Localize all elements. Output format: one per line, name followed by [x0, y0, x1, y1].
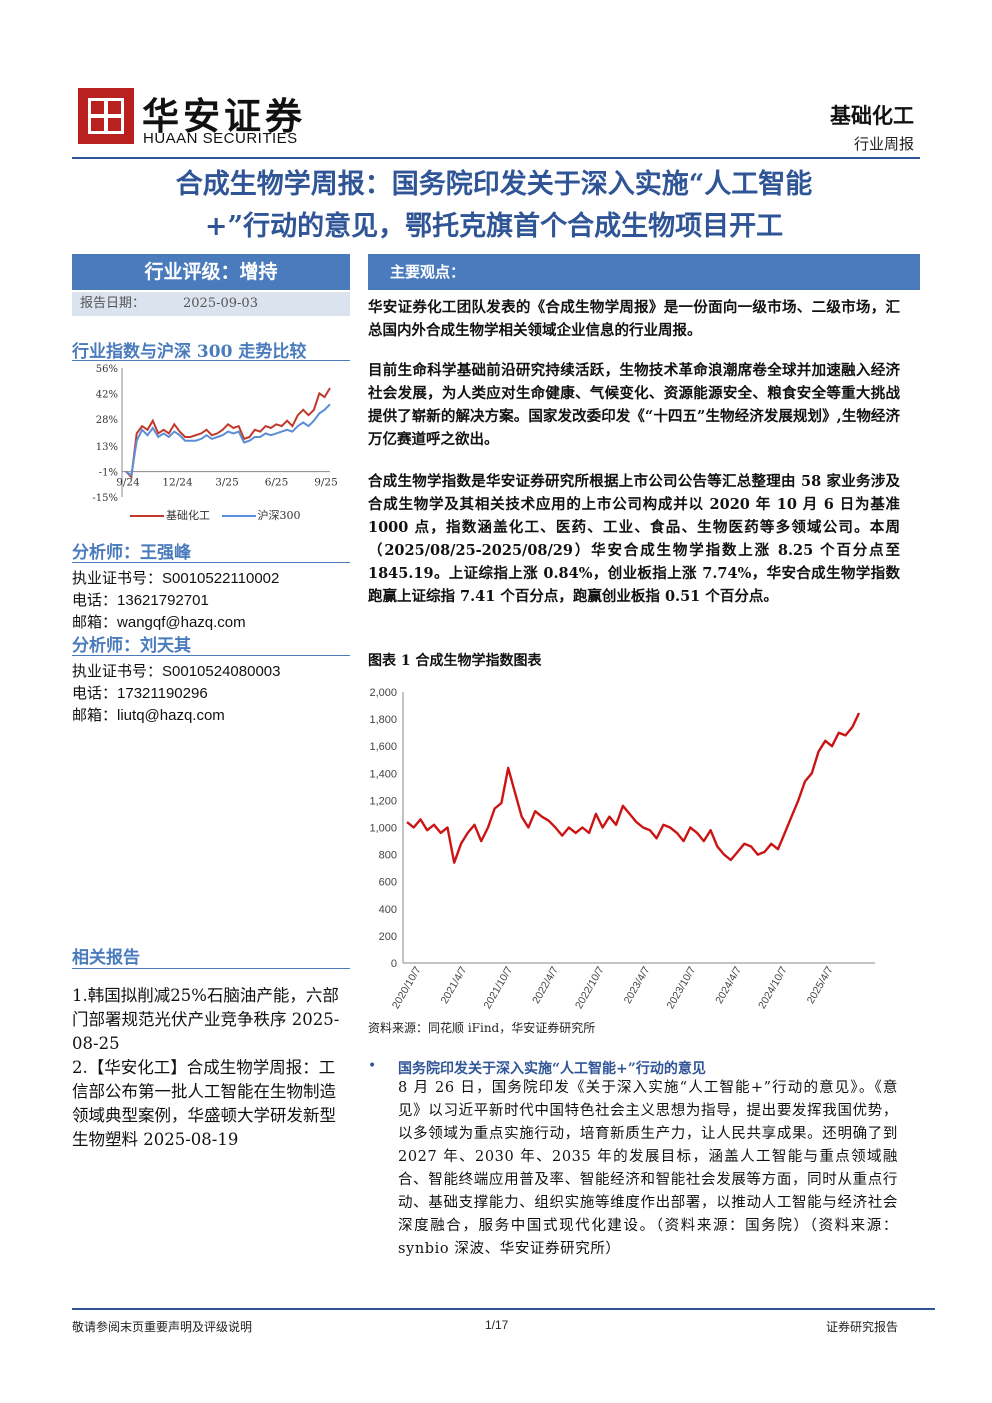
mini-x-tick: 12/24	[162, 477, 193, 489]
main-x-tick: 2021/4/7	[439, 964, 470, 1006]
series-line-synbio-index	[406, 712, 861, 864]
main-y-tick: 800	[379, 850, 397, 862]
main-x-tick: 2023/4/7	[622, 964, 653, 1006]
mini-y-tick: 13%	[96, 442, 118, 453]
analyst-1-phone: 电话：13621792701	[72, 591, 209, 609]
analyst-1-rule	[72, 562, 350, 563]
main-y-tick: 1,200	[369, 795, 397, 807]
paragraph-intro: 华安证券化工团队发表的《合成生物学周报》是一份面向一级市场、二级市场，汇总国内外…	[368, 299, 900, 339]
main-x-tick: 2020/10/7	[390, 964, 424, 1011]
legend-swatch-hs300	[221, 515, 256, 517]
main-y-tick: 2,000	[369, 687, 397, 699]
figure-source: 资料来源：同花顺 iFind，华安证券研究所	[368, 1021, 596, 1035]
bullet-marker: •	[368, 1058, 377, 1074]
footer-divider	[72, 1308, 935, 1310]
analyst-1-cert: 执业证书号：S0010522110002	[72, 569, 280, 587]
main-x-tick: 2024/4/7	[713, 964, 744, 1006]
footer-disclaimer: 敬请参阅末页重要声明及评级说明	[72, 1320, 253, 1334]
main-points-bar: 主要观点：	[368, 254, 920, 290]
main-y-tick: 1,600	[369, 741, 397, 753]
figure-caption: 图表 1 合成生物学指数图表	[368, 653, 542, 669]
related-reports-list: 1.韩国拟削减25%石脑油产能，六部门部署规范光伏产业竞争秩序 2025-08-…	[72, 984, 350, 1152]
main-y-tick: 200	[379, 931, 397, 943]
related-reports-heading: 相关报告	[72, 948, 140, 968]
mini-y-tick: 42%	[96, 389, 118, 400]
report-type: 行业周报	[853, 135, 914, 153]
mini-y-tick: -15%	[92, 493, 118, 504]
report-title: 合成生物学周报：国务院印发关于深入实施“人工智能 +”行动的意见，鄂托克旗首个合…	[75, 164, 913, 248]
analyst-2-heading: 分析师：刘天其	[72, 636, 191, 656]
main-x-tick: 2022/10/7	[573, 964, 607, 1011]
main-x-tick: 2025/4/7	[805, 964, 836, 1006]
index-comparison-chart: 56% 42% 28% 13% -1% -15% 9/24 12/24 3/25 6/25 9/25	[92, 364, 338, 504]
series-line-industry	[125, 387, 331, 480]
related-report-1[interactable]: 1.韩国拟削减25%石脑油产能，六部门部署规范光伏产业竞争秩序 2025-08-…	[72, 986, 340, 1053]
page-number: 1/17	[485, 1318, 509, 1332]
title-line-2: +”行动的意见，鄂托克旗首个合成生物项目开工	[204, 211, 784, 242]
analyst-2-phone: 电话：17321190296	[72, 684, 208, 702]
main-x-tick: 2023/10/7	[665, 964, 699, 1011]
main-y-tick: 600	[379, 877, 397, 889]
analyst-2-cert: 执业证书号：S0010524080003	[72, 662, 281, 680]
main-x-tick: 2021/10/7	[481, 964, 515, 1011]
synbio-index-chart: 0 200 400 600 800 1,000 1,200 1,400 1,600 1,800 2,…	[369, 687, 875, 1011]
news-title: 国务院印发关于深入实施“人工智能+”行动的意见	[398, 1061, 706, 1077]
mini-x-tick: 9/24	[116, 477, 140, 489]
mini-x-tick: 6/25	[265, 477, 289, 489]
legend-label-industry: 基础化工	[166, 509, 210, 522]
mini-x-tick: 3/25	[215, 477, 239, 489]
mini-y-tick: -1%	[99, 468, 118, 479]
main-x-tick: 2022/4/7	[530, 964, 561, 1006]
analyst-2-rule	[72, 655, 350, 656]
analyst-1-heading: 分析师：王强峰	[72, 543, 191, 563]
brand-name-cn: 华安证券	[142, 94, 306, 138]
related-reports-rule	[72, 968, 350, 969]
analyst-1-email[interactable]: 邮箱：wangqf@hazq.com	[72, 613, 246, 631]
index-chart-title: 行业指数与沪深 300 走势比较	[72, 342, 307, 362]
paragraph-background: 目前生命科学基础前沿研究持续活跃，生物技术革命浪潮席卷全球并加速融入经济社会发展…	[368, 362, 900, 448]
brand-name-en: HUAAN SECURITIES	[143, 130, 298, 147]
header-divider	[72, 157, 920, 159]
main-y-tick: 400	[379, 904, 397, 916]
mini-y-tick: 56%	[96, 364, 118, 375]
industry-rating: 行业评级：增持	[72, 254, 350, 290]
main-y-tick: 1,000	[369, 823, 397, 835]
mini-y-tick: 28%	[96, 415, 118, 426]
related-report-2[interactable]: 2.【华安化工】合成生物学周报：工信部公布第一批人工智能在生物制造领域典型案例，…	[72, 1058, 336, 1149]
legend-swatch-industry	[130, 515, 164, 517]
legend-label-hs300: 沪深300	[257, 509, 301, 522]
main-y-tick: 1,800	[369, 714, 397, 726]
title-line-1: 合成生物学周报：国务院印发关于深入实施“人工智能	[175, 169, 813, 200]
company-logo	[78, 88, 134, 144]
index-chart-legend: 基础化工 沪深300	[130, 507, 301, 523]
main-x-tick: 2024/10/7	[756, 964, 790, 1011]
paragraph-index: 合成生物学指数是华安证券研究所根据上市公司公告等汇总整理由 58 家业务涉及合成…	[368, 473, 900, 605]
main-y-tick: 0	[391, 958, 397, 970]
analyst-2-email[interactable]: 邮箱：liutq@hazq.com	[72, 706, 225, 724]
industry-label: 基础化工	[830, 103, 914, 128]
report-date-label: 报告日期：	[80, 296, 146, 311]
report-date: 报告日期： 2025-09-03	[72, 292, 350, 316]
footer-report-label: 证券研究报告	[825, 1320, 898, 1334]
news-body: 8 月 26 日，国务院印发《关于深入实施“人工智能+”行动的意见》。《意见》以…	[398, 1080, 898, 1257]
report-date-value: 2025-09-03	[183, 296, 258, 311]
mini-x-tick: 9/25	[314, 477, 338, 489]
index-chart-rule	[72, 360, 350, 361]
series-line-hs300	[125, 403, 331, 477]
main-y-tick: 1,400	[369, 768, 397, 780]
